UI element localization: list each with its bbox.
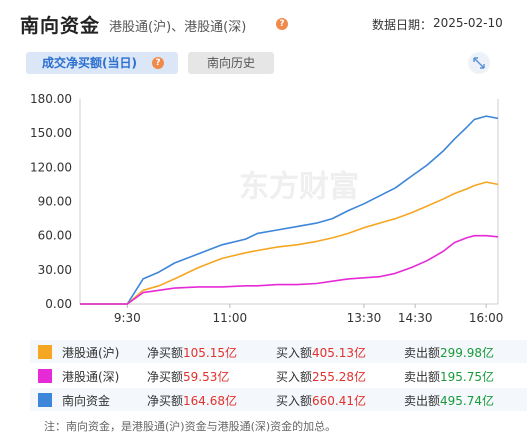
buy-label: 买入额 [276,346,313,360]
date-label: 数据日期： [372,18,433,32]
page-title: 南向资金 [20,15,101,37]
sell-value: 495.74亿 [440,394,495,408]
x-tick-label: 16:00 [469,311,504,325]
legend-row-total: 南向资金 净买额164.68亿 买入额660.41亿 卖出额495.74亿 [30,388,527,411]
y-tick-label: 180.00 [30,92,72,106]
y-tick-label: 120.00 [30,160,72,174]
x-tick-label: 13:30 [347,311,382,325]
tab-southbound-history[interactable]: 南向历史 [188,52,274,74]
series-line [80,115,499,305]
sell-cell: 卖出额495.74亿 [404,392,494,409]
question-mark-icon[interactable]: ? [152,57,164,69]
x-tick-label: 9:30 [114,311,141,325]
buy-value: 405.13亿 [312,346,367,360]
x-tick-label: 14:30 [398,311,433,325]
sell-label: 卖出额 [404,370,441,384]
header: 南向资金 港股通(沪)、港股通(深) ? 数据日期： 2025-02-10 [0,0,531,42]
net-buy-cell: 净买额105.15亿 [147,344,237,361]
legend-row-sz: 港股通(深) 净买额59.53亿 买入额255.28亿 卖出额195.75亿 [30,364,527,387]
watermark: 东方财富 [239,170,359,205]
series-line [80,234,499,305]
buy-label: 买入额 [276,370,313,384]
tab-net-buy-today-label: 成交净买额(当日) [42,56,137,70]
buy-label: 买入额 [276,394,313,408]
net-buy-value: 164.68亿 [183,394,238,408]
y-tick-label: 90.00 [38,195,72,209]
magenta-swatch-icon [38,369,52,383]
net-buy-chart: 东方财富 180.00 150.00 120.00 90.00 60.00 30.00 0.0… [0,84,531,330]
buy-cell: 买入额255.28亿 [276,368,366,385]
date-value: 2025-02-10 [433,16,503,30]
legend-name: 港股通(深) [62,370,120,384]
buy-value: 255.28亿 [312,370,367,384]
sell-cell: 卖出额299.98亿 [404,344,494,361]
net-buy-label: 净买额 [147,346,184,360]
series-line [80,181,499,305]
y-tick-label: 0.00 [45,297,72,311]
legend-row-sh: 港股通(沪) 净买额105.15亿 买入额405.13亿 卖出额299.98亿 [30,340,527,363]
buy-cell: 买入额405.13亿 [276,344,366,361]
net-buy-value: 105.15亿 [183,346,238,360]
net-buy-cell: 净买额164.68亿 [147,392,237,409]
buy-value: 660.41亿 [312,394,367,408]
sell-value: 195.75亿 [440,370,495,384]
y-tick-label: 30.00 [38,263,72,277]
sell-value: 299.98亿 [440,346,495,360]
sell-label: 卖出额 [404,346,441,360]
sell-cell: 卖出额195.75亿 [404,368,494,385]
net-buy-cell: 净买额59.53亿 [147,368,229,385]
y-tick-label: 60.00 [38,229,72,243]
chart-svg: 东方财富 180.00 150.00 120.00 90.00 60.00 30.00 0.0… [30,92,504,325]
net-buy-label: 净买额 [147,394,184,408]
legend-name: 港股通(沪) [62,346,120,360]
x-tick-label: 11:00 [213,311,248,325]
blue-swatch-icon [38,393,52,407]
net-buy-value: 59.53亿 [183,370,230,384]
page-subtitle: 港股通(沪)、港股通(深) [109,20,247,35]
orange-swatch-icon [38,345,52,359]
net-buy-label: 净买额 [147,370,184,384]
question-mark-icon[interactable]: ? [276,18,288,30]
legend-name: 南向资金 [62,394,111,408]
buy-cell: 买入额660.41亿 [276,392,366,409]
sell-label: 卖出额 [404,394,441,408]
tab-net-buy-today[interactable]: 成交净买额(当日) ? [26,52,178,74]
y-tick-label: 150.00 [30,126,72,140]
footnote: 注：南向资金，是港股通(沪)资金与港股通(深)资金的加总。 [44,420,337,433]
expand-arrows-icon[interactable] [468,52,490,74]
